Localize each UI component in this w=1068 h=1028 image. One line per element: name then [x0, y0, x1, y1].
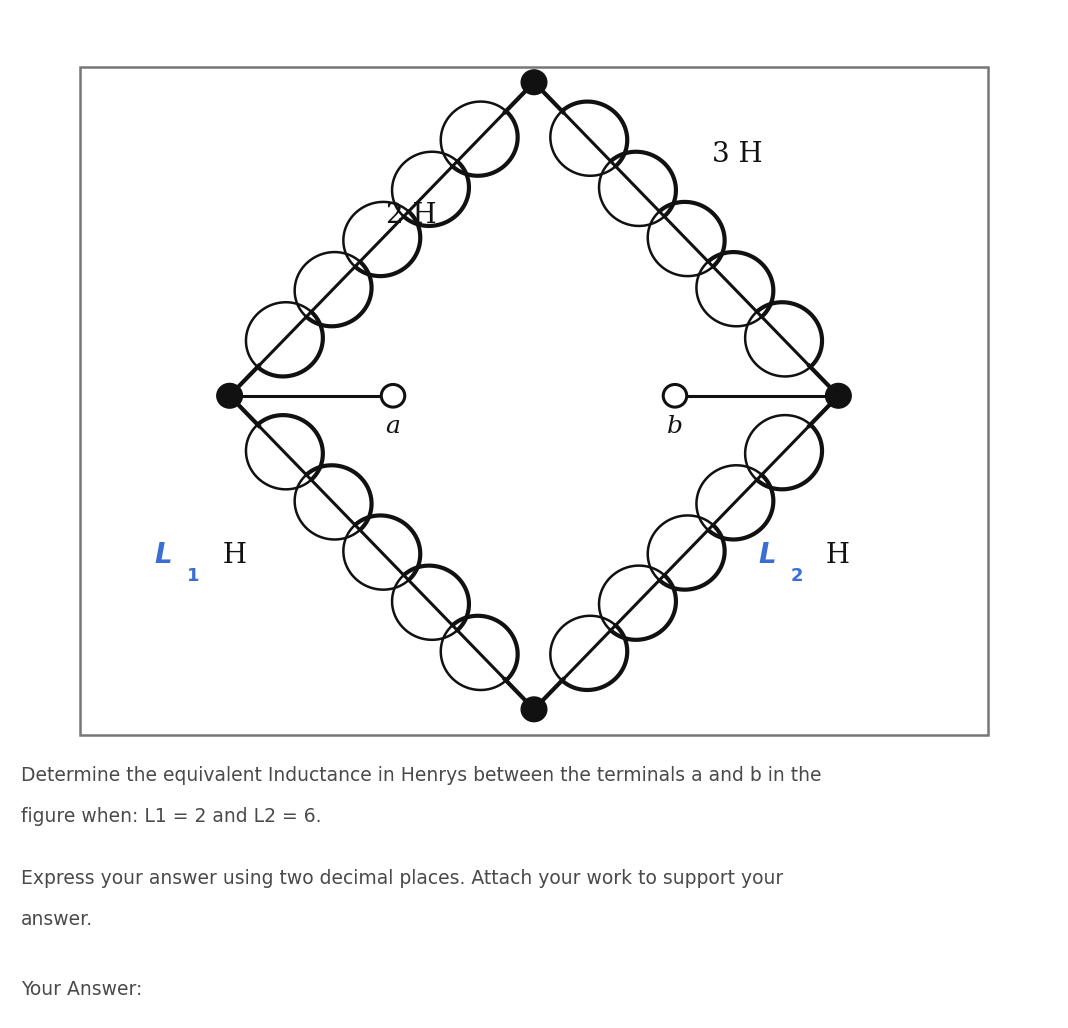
Text: Express your answer using two decimal places. Attach your work to support your: Express your answer using two decimal pl… [21, 869, 784, 887]
Bar [80, 67, 988, 735]
Text: H: H [817, 542, 850, 568]
Circle shape [217, 383, 242, 408]
Text: L: L [758, 541, 776, 570]
Text: 1: 1 [187, 566, 200, 585]
Text: 2: 2 [790, 566, 803, 585]
Text: Determine the equivalent Inductance in Henrys between the terminals a and b in t: Determine the equivalent Inductance in H… [21, 766, 822, 784]
Text: H: H [214, 542, 247, 568]
Circle shape [521, 697, 547, 722]
Circle shape [521, 70, 547, 95]
Text: figure when: L1 = 2 and L2 = 6.: figure when: L1 = 2 and L2 = 6. [21, 807, 321, 825]
Text: answer.: answer. [21, 910, 94, 928]
Text: Your Answer:: Your Answer: [21, 980, 143, 998]
Text: b: b [668, 415, 682, 438]
Circle shape [381, 384, 405, 407]
Text: 2 H: 2 H [386, 203, 437, 229]
Text: 3 H: 3 H [711, 141, 763, 168]
Circle shape [826, 383, 851, 408]
Text: a: a [386, 415, 400, 438]
Circle shape [663, 384, 687, 407]
Text: L: L [155, 541, 173, 570]
